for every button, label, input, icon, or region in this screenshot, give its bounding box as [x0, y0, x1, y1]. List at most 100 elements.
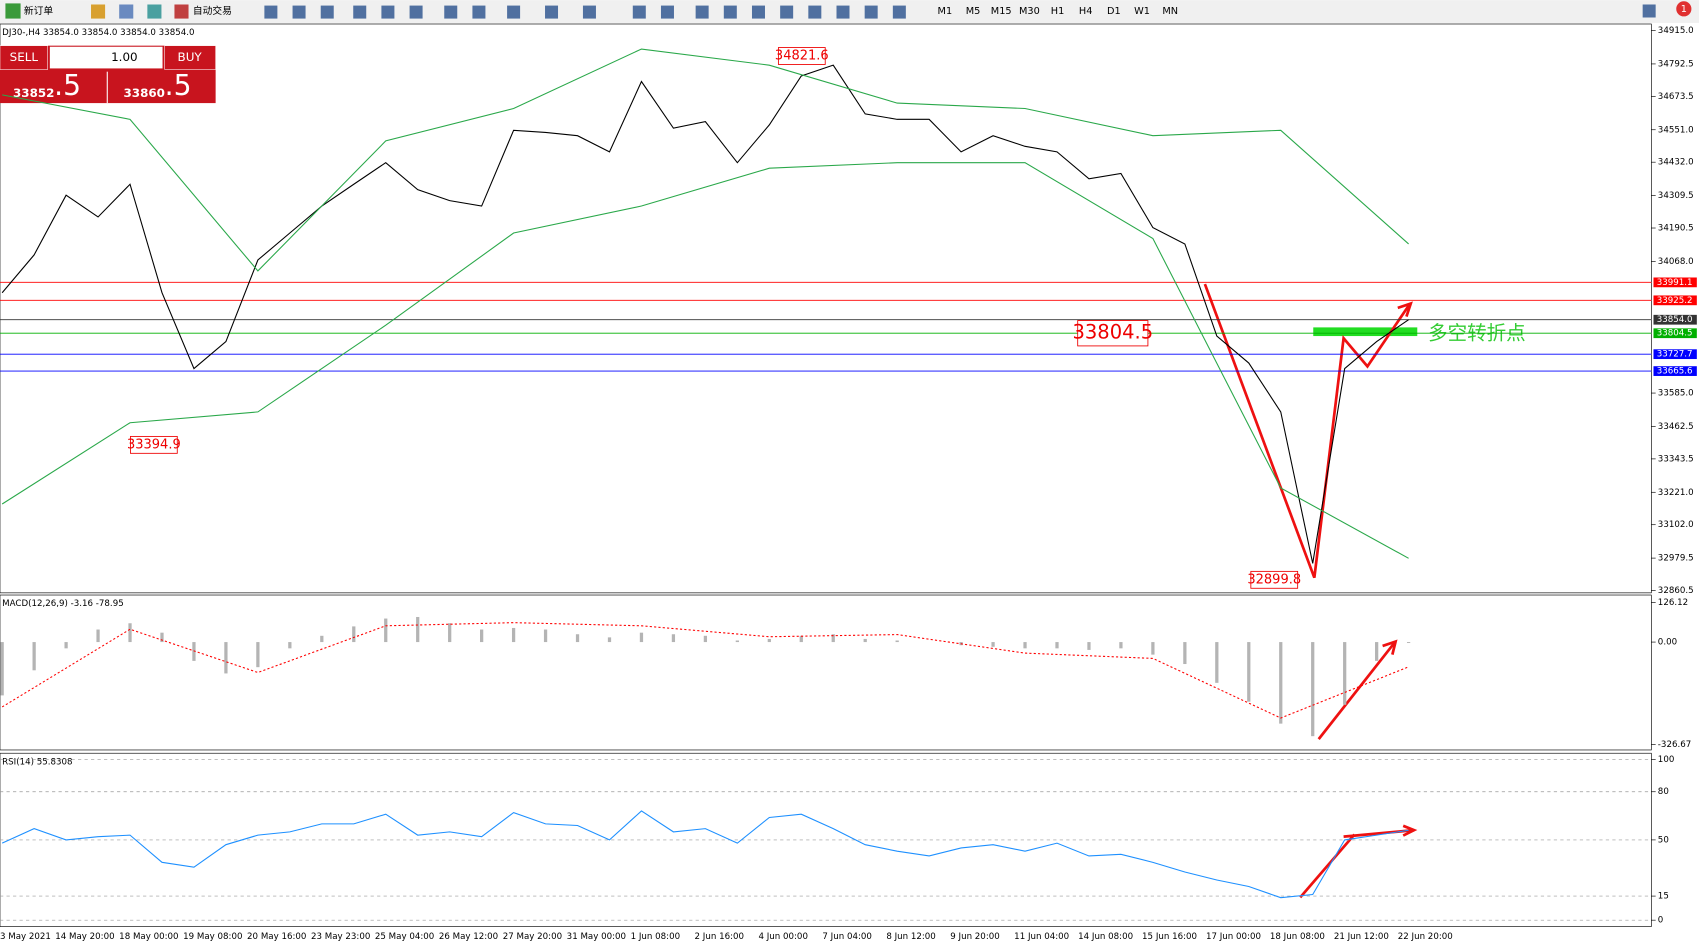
panel-title: RSI(14) 55.8308	[2, 757, 72, 767]
histogram-bar	[64, 642, 68, 649]
x-tick-label: 17 Jun 00:00	[1206, 932, 1261, 942]
y-tick-label: 34432.0	[1658, 158, 1694, 168]
new-order[interactable]: 新订单	[24, 4, 53, 17]
tool-icon[interactable]	[292, 5, 306, 19]
tool-icon[interactable]	[545, 5, 559, 19]
histogram-bar	[96, 629, 100, 643]
histogram-bar	[991, 642, 995, 647]
histogram-bar	[575, 634, 580, 643]
lot-input[interactable]	[49, 46, 163, 69]
histogram-bar	[543, 629, 548, 643]
histogram-bar	[735, 640, 739, 643]
auto-trading[interactable]: 自动交易	[193, 4, 232, 17]
y-tick-label: 34551.0	[1658, 125, 1694, 135]
timeframe-button[interactable]: M15	[991, 6, 1012, 17]
lot-value[interactable]: 1.00	[111, 50, 138, 64]
histogram-bar	[767, 638, 771, 643]
notification-count: 1	[1681, 4, 1687, 15]
new-order-icon[interactable]	[5, 3, 21, 19]
bid-pips[interactable]: .5	[54, 69, 81, 102]
notification-badge[interactable]	[1676, 1, 1692, 17]
tool-icon[interactable]	[119, 4, 134, 19]
tool-icon[interactable]	[632, 5, 646, 19]
tool-icon[interactable]	[808, 5, 822, 19]
histogram-bar	[703, 635, 708, 643]
tool-icon[interactable]	[836, 5, 850, 19]
tool-icon[interactable]	[409, 5, 423, 19]
tool-icon[interactable]	[472, 5, 486, 19]
bid-price[interactable]: 33852	[13, 86, 54, 100]
trend-arrow	[1203, 283, 1410, 579]
y-tick-label: 0.00	[1658, 638, 1677, 648]
y-tick-label: 34068.0	[1658, 257, 1694, 267]
price-level-label: 33925.2	[1657, 296, 1693, 306]
x-tick-label: 11 Jun 04:00	[1014, 932, 1069, 942]
price-annotation: 34821.6	[775, 48, 829, 63]
timeframes: M1 M5 M15 M30 H1 H4 D1 W1 MN	[938, 6, 1179, 17]
sell-button[interactable]	[0, 45, 48, 70]
timeframe-button[interactable]: M1	[938, 6, 953, 17]
histogram-bar	[607, 637, 612, 643]
panel-title: MACD(12,26,9) -3.16 -78.95	[2, 599, 124, 609]
auto-trading-icon[interactable]	[174, 4, 189, 19]
tool-icon[interactable]	[723, 5, 737, 19]
price-level-tag	[1653, 277, 1697, 288]
buy-button[interactable]	[164, 45, 216, 70]
y-tick-label: 15	[1658, 892, 1669, 902]
histogram-bar	[1215, 642, 1219, 683]
y-tick-label: 33102.0	[1658, 520, 1694, 530]
tool-icon[interactable]	[91, 4, 106, 19]
tool-icon[interactable]	[751, 5, 765, 19]
tool-icon[interactable]	[353, 5, 367, 19]
timeframe-button[interactable]: M30	[1019, 6, 1040, 17]
tool-icon[interactable]	[507, 5, 521, 19]
histogram-bar	[1119, 642, 1123, 649]
x-tick-label: 31 May 00:00	[567, 932, 626, 942]
ask-pips[interactable]: .5	[165, 69, 192, 102]
tool-icon[interactable]	[381, 5, 395, 19]
search-icon[interactable]	[1642, 4, 1656, 18]
buy-label[interactable]: BUY	[178, 50, 203, 64]
y-tick-label: 100	[1658, 755, 1675, 765]
price-annotation: 33804.5	[1072, 321, 1153, 344]
histogram-bar	[639, 632, 644, 643]
tool-icon[interactable]	[864, 5, 878, 19]
timeframe-button[interactable]: H4	[1079, 6, 1093, 17]
tool-icon[interactable]	[320, 5, 334, 19]
tool-icon[interactable]	[264, 5, 278, 19]
histogram-bar	[799, 635, 803, 643]
price-annotation-box	[777, 47, 826, 65]
tool-icon[interactable]	[780, 5, 794, 19]
x-tick-label: 9 Jun 20:00	[950, 932, 999, 942]
ask-price[interactable]: 33860	[124, 86, 165, 100]
tool-icon[interactable]	[892, 5, 906, 19]
tool-icon[interactable]	[582, 5, 596, 19]
x-tick-label: 26 May 12:00	[439, 932, 498, 942]
timeframe-button[interactable]: H1	[1051, 6, 1065, 17]
tool-icon[interactable]	[695, 5, 709, 19]
timeframe-button[interactable]: D1	[1107, 6, 1121, 17]
histogram-bar	[1023, 642, 1027, 649]
timeframe-button[interactable]: W1	[1134, 6, 1150, 17]
toolbar-icons	[264, 4, 1656, 19]
timeframe-button[interactable]: MN	[1162, 6, 1178, 17]
timeframe-button[interactable]: M5	[966, 6, 981, 17]
y-tick-label: 34673.5	[1658, 92, 1694, 102]
tool-icon[interactable]	[660, 5, 674, 19]
histogram-bar	[671, 634, 676, 643]
histogram-bar	[32, 642, 36, 671]
histogram-bar	[416, 616, 420, 643]
histogram-bar	[1311, 642, 1315, 737]
y-tick-label: 32979.5	[1658, 554, 1694, 564]
tool-icon[interactable]	[444, 5, 458, 19]
tool-icon[interactable]	[147, 4, 162, 19]
price-annotation: 32899.8	[1247, 572, 1301, 587]
x-tick-label: 3 May 2021	[0, 932, 51, 942]
y-tick-label: 32860.5	[1658, 586, 1694, 596]
histogram-bar	[511, 627, 516, 643]
histogram-bar	[831, 634, 835, 643]
arrow-head	[1402, 824, 1418, 837]
sell-label[interactable]: SELL	[10, 50, 39, 64]
y-tick-label: 34915.0	[1658, 26, 1694, 36]
